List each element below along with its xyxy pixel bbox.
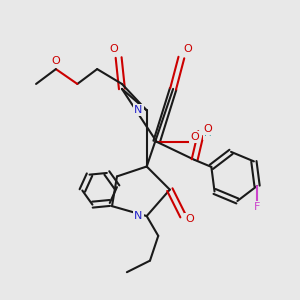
Text: O: O — [109, 44, 118, 54]
Text: F: F — [254, 202, 260, 212]
Text: O: O — [203, 124, 212, 134]
Text: H: H — [204, 128, 212, 139]
Text: N: N — [134, 105, 142, 116]
Text: N: N — [134, 211, 142, 221]
Text: O: O — [52, 56, 60, 66]
Text: O: O — [184, 44, 192, 54]
Text: O: O — [190, 132, 199, 142]
Text: O: O — [185, 214, 194, 224]
